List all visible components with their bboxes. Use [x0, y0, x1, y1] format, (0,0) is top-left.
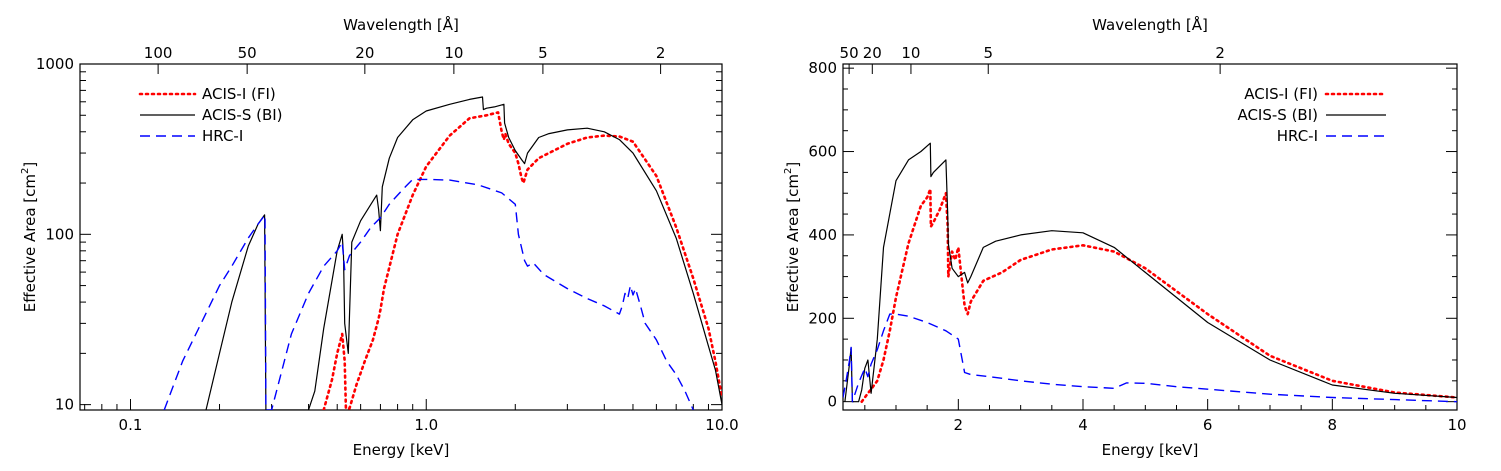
- series-line-0: [322, 111, 722, 410]
- y-axis-title: Effective Area [cm2]: [783, 162, 802, 312]
- x-tick-label: 0.1: [119, 416, 143, 434]
- x-tick-label: 8: [1328, 416, 1338, 434]
- x-tick-label: 1.0: [414, 416, 438, 434]
- y-tick-label: 0: [827, 393, 837, 411]
- y-tick-label: 200: [808, 309, 837, 327]
- y-axis-title: Effective Area [cm2]: [20, 162, 39, 312]
- top-tick-label: 50: [840, 44, 859, 62]
- x-axis-title: Energy [keV]: [1102, 441, 1199, 459]
- top-tick-label: 5: [983, 44, 993, 62]
- y-tick-label: 400: [808, 226, 837, 244]
- left-chart-log-scale: 0.1 1.0 10.0 10 100 1000 100 50 20 10 5 2 Energy [ke…: [20, 15, 739, 459]
- x-tick-label: 2: [954, 416, 964, 434]
- top-axis-title: Wavelength [Å]: [343, 15, 459, 34]
- top-tick-label: 20: [863, 44, 882, 62]
- plot-frame: [842, 63, 1458, 411]
- top-tick-label: 2: [1215, 44, 1225, 62]
- y-tick-label: 1000: [36, 55, 74, 73]
- top-tick-label: 5: [538, 44, 548, 62]
- legend-label: ACIS-S (BI): [1237, 106, 1318, 124]
- series-line-2: [163, 178, 694, 410]
- x-axis-title: Energy [keV]: [353, 441, 450, 459]
- plot-frame: [79, 63, 723, 411]
- legend-label: ACIS-S (BI): [202, 106, 283, 124]
- top-tick-label: 20: [355, 44, 374, 62]
- top-tick-label: 50: [238, 44, 257, 62]
- series-line-1: [844, 142, 1457, 403]
- legend-label: HRC-I: [202, 127, 243, 145]
- series-line-0: [860, 187, 1457, 404]
- x-tick-label: 10: [1447, 416, 1466, 434]
- top-tick-label: 10: [444, 44, 463, 62]
- y-tick-label: 10: [55, 396, 74, 414]
- y-tick-label: 800: [808, 59, 837, 77]
- x-tick-label: 10.0: [705, 416, 738, 434]
- legend-label: ACIS-I (FI): [202, 85, 276, 103]
- x-tick-label: 6: [1203, 416, 1213, 434]
- y-tick-label: 100: [45, 225, 74, 243]
- series-line-1: [205, 96, 722, 410]
- top-tick-label: 100: [144, 44, 173, 62]
- x-tick-label: 4: [1078, 416, 1088, 434]
- y-tick-label: 600: [808, 143, 837, 161]
- legend-label: HRC-I: [1277, 127, 1318, 145]
- top-tick-label: 2: [656, 44, 666, 62]
- legend-label: ACIS-I (FI): [1244, 85, 1318, 103]
- top-tick-label: 10: [901, 44, 920, 62]
- series-line-2: [843, 313, 1457, 403]
- top-axis-title: Wavelength [Å]: [1092, 15, 1208, 34]
